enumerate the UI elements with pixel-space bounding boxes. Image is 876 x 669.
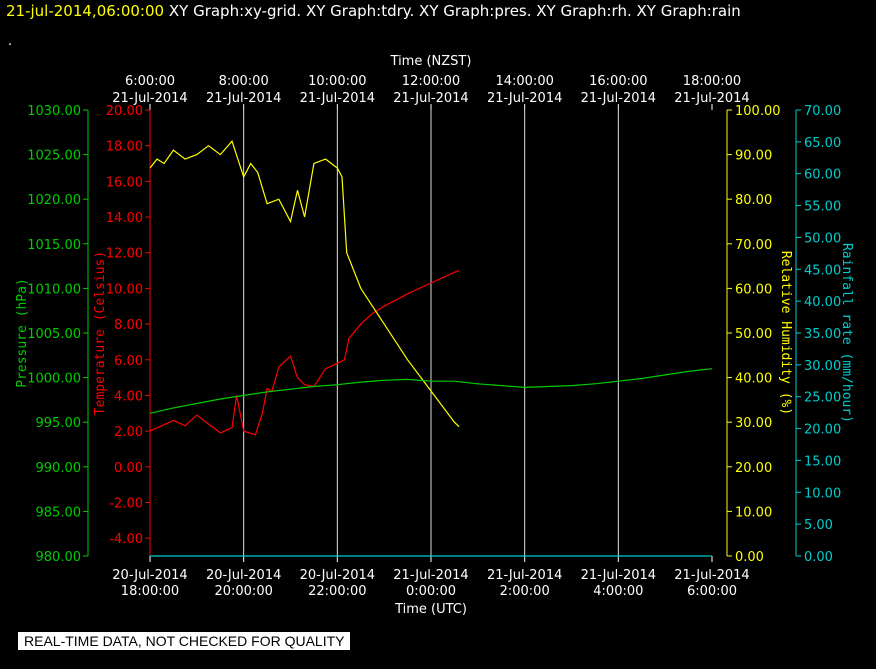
temperature-tick-label: 16.00 — [106, 175, 143, 190]
temperature-tick-label: 6.00 — [114, 354, 143, 369]
humidity-tick-label: 40.00 — [735, 372, 772, 387]
rainfall-tick-label: 65.00 — [804, 136, 841, 151]
top-tick-time: 8:00:00 — [219, 74, 269, 89]
bottom-tick-time: 0:00:00 — [406, 584, 456, 599]
rainfall-axis-label: Rainfall rate (mm/hour) — [839, 243, 854, 423]
pressure-tick-label: 1000.00 — [27, 372, 81, 387]
temperature-tick-label: 8.00 — [114, 318, 143, 333]
rainfall-tick-label: 50.00 — [804, 231, 841, 246]
temperature-tick-label: 0.00 — [114, 461, 143, 476]
bottom-tick-date: 20-Jul-2014 — [112, 568, 187, 583]
humidity-tick-label: 30.00 — [735, 416, 772, 431]
pressure-tick-label: 1030.00 — [27, 104, 81, 119]
bottom-tick-time: 22:00:00 — [308, 584, 366, 599]
temperature-tick-label: 12.00 — [106, 247, 143, 262]
top-tick-date: 21-Jul-2014 — [581, 91, 656, 106]
bottom-tick-date: 20-Jul-2014 — [300, 568, 375, 583]
bottom-tick-date: 20-Jul-2014 — [206, 568, 281, 583]
quality-note: REAL-TIME DATA, NOT CHECKED FOR QUALITY — [18, 632, 351, 650]
pressure-tick-label: 1005.00 — [27, 327, 81, 342]
humidity-tick-label: 100.00 — [735, 104, 781, 119]
humidity-tick-label: 80.00 — [735, 193, 772, 208]
temperature-tick-label: 10.00 — [106, 282, 143, 297]
rainfall-tick-label: 10.00 — [804, 486, 841, 501]
pressure-tick-label: 990.00 — [36, 461, 82, 476]
pressure-tick-label: 1020.00 — [27, 193, 81, 208]
rainfall-tick-label: 70.00 — [804, 104, 841, 119]
temperature-axis-label: Temperature (Celsius) — [93, 251, 108, 415]
top-tick-time: 16:00:00 — [589, 74, 647, 89]
temperature-tick-label: -2.00 — [109, 496, 143, 511]
humidity-axis-label: Relative Humidity (%) — [778, 251, 793, 415]
top-tick-date: 21-Jul-2014 — [206, 91, 281, 106]
top-tick-time: 18:00:00 — [683, 74, 741, 89]
temperature-tick-label: 14.00 — [106, 211, 143, 226]
header: 21-jul-2014,06:00:00 XY Graph:xy-grid. X… — [6, 2, 741, 20]
humidity-tick-label: 70.00 — [735, 238, 772, 253]
rainfall-tick-label: 60.00 — [804, 168, 841, 183]
top-tick-date: 21-Jul-2014 — [393, 91, 468, 106]
rainfall-tick-label: 40.00 — [804, 295, 841, 310]
rainfall-tick-label: 45.00 — [804, 263, 841, 278]
top-tick-date: 21-Jul-2014 — [487, 91, 562, 106]
temperature-series-line — [149, 270, 460, 436]
humidity-tick-label: 60.00 — [735, 282, 772, 297]
header-dot: . — [8, 34, 13, 49]
top-tick-date: 21-Jul-2014 — [300, 91, 375, 106]
humidity-tick-label: 90.00 — [735, 149, 772, 164]
pressure-tick-label: 1010.00 — [27, 282, 81, 297]
top-axis-label: Time (NZST) — [390, 54, 472, 69]
pressure-axis-label: Pressure (hPa) — [15, 278, 30, 388]
rainfall-tick-label: 30.00 — [804, 359, 841, 374]
bottom-tick-date: 21-Jul-2014 — [581, 568, 656, 583]
rainfall-tick-label: 0.00 — [804, 550, 833, 565]
top-tick-time: 6:00:00 — [125, 74, 175, 89]
top-tick-time: 12:00:00 — [402, 74, 460, 89]
humidity-series-line — [149, 140, 460, 428]
bottom-tick-time: 18:00:00 — [121, 584, 179, 599]
pressure-tick-label: 1025.00 — [27, 149, 81, 164]
graph-list: XY Graph:xy-grid. XY Graph:tdry. XY Grap… — [168, 2, 741, 20]
rainfall-tick-label: 25.00 — [804, 391, 841, 406]
temperature-tick-label: -4.00 — [109, 532, 143, 547]
temperature-tick-label: 18.00 — [106, 140, 143, 155]
pressure-tick-label: 1015.00 — [27, 238, 81, 253]
pressure-tick-label: 980.00 — [36, 550, 82, 565]
bottom-tick-time: 2:00:00 — [500, 584, 550, 599]
temperature-tick-label: 20.00 — [106, 104, 143, 119]
bottom-tick-date: 21-Jul-2014 — [393, 568, 468, 583]
bottom-tick-time: 20:00:00 — [214, 584, 272, 599]
humidity-tick-label: 20.00 — [735, 461, 772, 476]
pressure-tick-label: 995.00 — [36, 416, 82, 431]
rainfall-tick-label: 20.00 — [804, 423, 841, 438]
pressure-tick-label: 985.00 — [36, 505, 82, 520]
timestamp: 21-jul-2014,06:00:00 — [6, 2, 165, 20]
top-tick-time: 10:00:00 — [308, 74, 366, 89]
top-tick-time: 14:00:00 — [495, 74, 553, 89]
top-tick-date: 21-Jul-2014 — [112, 91, 187, 106]
bottom-tick-date: 21-Jul-2014 — [487, 568, 562, 583]
bottom-tick-date: 21-Jul-2014 — [674, 568, 749, 583]
pressure-series-line — [149, 368, 713, 414]
rainfall-tick-label: 5.00 — [804, 518, 833, 533]
rainfall-tick-label: 55.00 — [804, 200, 841, 215]
rainfall-tick-label: 35.00 — [804, 327, 841, 342]
temperature-tick-label: 4.00 — [114, 389, 143, 404]
rainfall-tick-label: 15.00 — [804, 454, 841, 469]
humidity-tick-label: 10.00 — [735, 505, 772, 520]
humidity-tick-label: 0.00 — [735, 550, 764, 565]
humidity-tick-label: 50.00 — [735, 327, 772, 342]
temperature-tick-label: 2.00 — [114, 425, 143, 440]
bottom-tick-time: 4:00:00 — [593, 584, 643, 599]
bottom-tick-time: 6:00:00 — [687, 584, 737, 599]
top-tick-date: 21-Jul-2014 — [674, 91, 749, 106]
bottom-axis-label: Time (UTC) — [394, 602, 467, 617]
